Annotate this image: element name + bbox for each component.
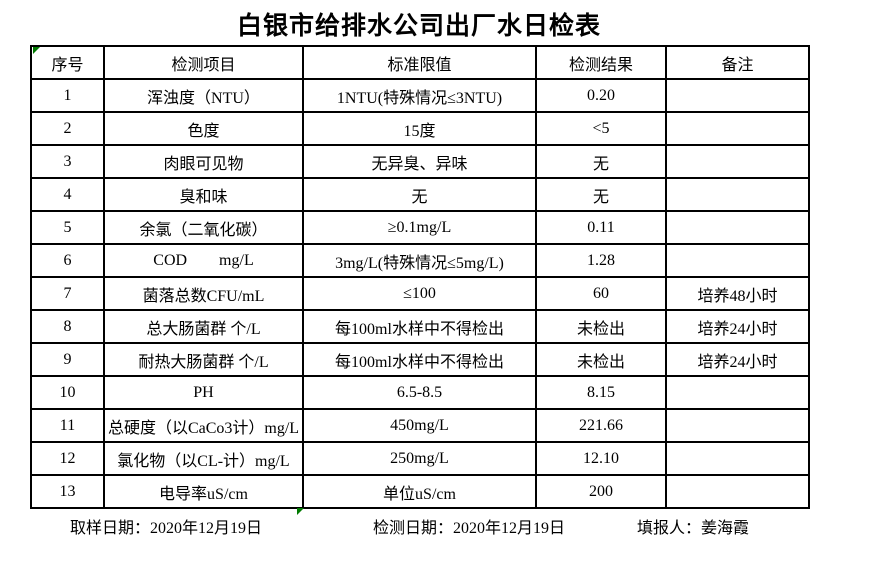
table-cell[interactable]: 肉眼可见物	[103, 144, 304, 179]
column-header[interactable]: 检测结果	[535, 45, 667, 80]
testing-date-text: 检测日期：2020年12月19日	[373, 520, 566, 537]
table-cell[interactable]: 臭和味	[103, 177, 304, 212]
table-cell[interactable]: 7	[30, 276, 105, 311]
table-cell[interactable]: 菌落总数CFU/mL	[103, 276, 304, 311]
table-cell[interactable]	[665, 441, 810, 476]
table-row: 7 菌落总数CFU/mL ≤100 60 培养48小时	[30, 276, 810, 311]
table-cell[interactable]	[665, 243, 810, 278]
table-cell[interactable]: 1NTU(特殊情况≤3NTU)	[302, 78, 537, 113]
table-cell[interactable]	[665, 375, 810, 410]
table-cell[interactable]: 耐热大肠菌群 个/L	[103, 342, 304, 377]
table-cell[interactable]: 无	[302, 177, 537, 212]
table-cell[interactable]	[665, 210, 810, 245]
table-cell[interactable]: 总硬度（以CaCo3计）mg/L	[103, 408, 304, 443]
table-row: 8 总大肠菌群 个/L 每100ml水样中不得检出 未检出 培养24小时	[30, 309, 810, 344]
table-cell[interactable]: 1	[30, 78, 105, 113]
table-cell[interactable]: 0.20	[535, 78, 667, 113]
table-row: 9 耐热大肠菌群 个/L 每100ml水样中不得检出 未检出 培养24小时	[30, 342, 810, 377]
excel-flag-triangle-icon	[33, 47, 40, 54]
table-cell[interactable]: 9	[30, 342, 105, 377]
table-row: 4 臭和味无无	[30, 177, 810, 212]
table-row: 5 余氯（二氧化碳） ≥0.1mg/L 0.11	[30, 210, 810, 245]
table-cell[interactable]	[665, 177, 810, 212]
table-cell[interactable]: 浑浊度（NTU）	[103, 78, 304, 113]
table-cell[interactable]: 8.15	[535, 375, 667, 410]
table-cell[interactable]: 221.66	[535, 408, 667, 443]
table-cell[interactable]: 60	[535, 276, 667, 311]
table-cell[interactable]	[665, 111, 810, 146]
table-body: 1 浑浊度（NTU） 1NTU(特殊情况≤3NTU) 0.20 2 色度 15度 <5 3 肉眼可…	[30, 78, 810, 509]
table-cell[interactable]	[665, 144, 810, 179]
table-cell[interactable]: 2	[30, 111, 105, 146]
table-cell[interactable]: 6	[30, 243, 105, 278]
table-cell[interactable]: 单位uS/cm	[302, 474, 537, 509]
reporter-text: 填报人：姜海霞	[637, 520, 750, 537]
table-cell[interactable]: 色度	[103, 111, 304, 146]
table-cell[interactable]: 电导率uS/cm	[103, 474, 304, 509]
table-cell[interactable]: 250mg/L	[302, 441, 537, 476]
table-cell[interactable]: 余氯（二氧化碳）	[103, 210, 304, 245]
table-cell[interactable]: 8	[30, 309, 105, 344]
table-cell[interactable]: 培养24小时	[665, 309, 810, 344]
table-cell[interactable]: COD mg/L	[103, 243, 304, 278]
table-cell[interactable]: 每100ml水样中不得检出	[302, 342, 537, 377]
table-row: 10 PH 6.5-8.5 8.15	[30, 375, 810, 410]
table-cell[interactable]: PH	[103, 375, 304, 410]
page-title: 白银市给排水公司出厂水日检表	[236, 13, 601, 40]
table-cell[interactable]: 450mg/L	[302, 408, 537, 443]
column-header[interactable]: 标准限值	[302, 45, 537, 80]
table-cell[interactable]: 无	[535, 177, 667, 212]
table-cell[interactable]: 1.28	[535, 243, 667, 278]
column-header[interactable]: 检测项目	[103, 45, 304, 80]
table-cell[interactable]	[665, 408, 810, 443]
table-cell[interactable]: 培养48小时	[665, 276, 810, 311]
table-cell[interactable]: 5	[30, 210, 105, 245]
table-cell[interactable]: 未检出	[535, 342, 667, 377]
table-cell[interactable]: 12	[30, 441, 105, 476]
excel-flag-triangle-icon	[297, 508, 304, 515]
table-cell[interactable]: 3mg/L(特殊情况≤5mg/L)	[302, 243, 537, 278]
table-cell[interactable]: 总大肠菌群 个/L	[103, 309, 304, 344]
table-cell[interactable]: 11	[30, 408, 105, 443]
table-cell[interactable]: 培养24小时	[665, 342, 810, 377]
sampling-date-text: 取样日期：2020年12月19日	[70, 520, 263, 537]
table-cell[interactable]: 氯化物（以CL-计）mg/L	[103, 441, 304, 476]
table-cell[interactable]: ≥0.1mg/L	[302, 210, 537, 245]
table-cell[interactable]: 每100ml水样中不得检出	[302, 309, 537, 344]
table-cell[interactable]: 3	[30, 144, 105, 179]
table-row: 2 色度 15度 <5	[30, 111, 810, 146]
table-row: 1 浑浊度（NTU） 1NTU(特殊情况≤3NTU) 0.20	[30, 78, 810, 113]
column-header[interactable]: 序号	[30, 45, 105, 80]
table-row: 11 总硬度（以CaCo3计）mg/L 450mg/L 221.66	[30, 408, 810, 443]
header-row: 序号 检测项目 标准限值 检测结果 备注	[30, 45, 810, 80]
table-cell[interactable]: ≤100	[302, 276, 537, 311]
table-cell[interactable]	[665, 78, 810, 113]
table-row: 3 肉眼可见物 无异臭、异味无	[30, 144, 810, 179]
table-cell[interactable]	[665, 474, 810, 509]
table-cell[interactable]: 4	[30, 177, 105, 212]
inspection-table: 序号 检测项目 标准限值 检测结果 备注 1 浑浊度（NTU） 1NTU(特殊情况≤3NTU…	[30, 45, 810, 509]
table-cell[interactable]: 15度	[302, 111, 537, 146]
table-cell[interactable]: 13	[30, 474, 105, 509]
column-header[interactable]: 备注	[665, 45, 810, 80]
table-cell[interactable]: 0.11	[535, 210, 667, 245]
table-row: 13 电导率uS/cm 单位uS/cm 200	[30, 474, 810, 509]
table-cell[interactable]: <5	[535, 111, 667, 146]
table-cell[interactable]: 10	[30, 375, 105, 410]
table-cell[interactable]: 6.5-8.5	[302, 375, 537, 410]
table-cell[interactable]: 未检出	[535, 309, 667, 344]
table-cell[interactable]: 200	[535, 474, 667, 509]
table-cell[interactable]: 12.10	[535, 441, 667, 476]
table-cell[interactable]: 无异臭、异味	[302, 144, 537, 179]
table-cell[interactable]: 无	[535, 144, 667, 179]
table-row: 12 氯化物（以CL-计）mg/L 250mg/L 12.10	[30, 441, 810, 476]
table-row: 6 COD mg/L 3mg/L(特殊情况≤5mg/L) 1.28	[30, 243, 810, 278]
